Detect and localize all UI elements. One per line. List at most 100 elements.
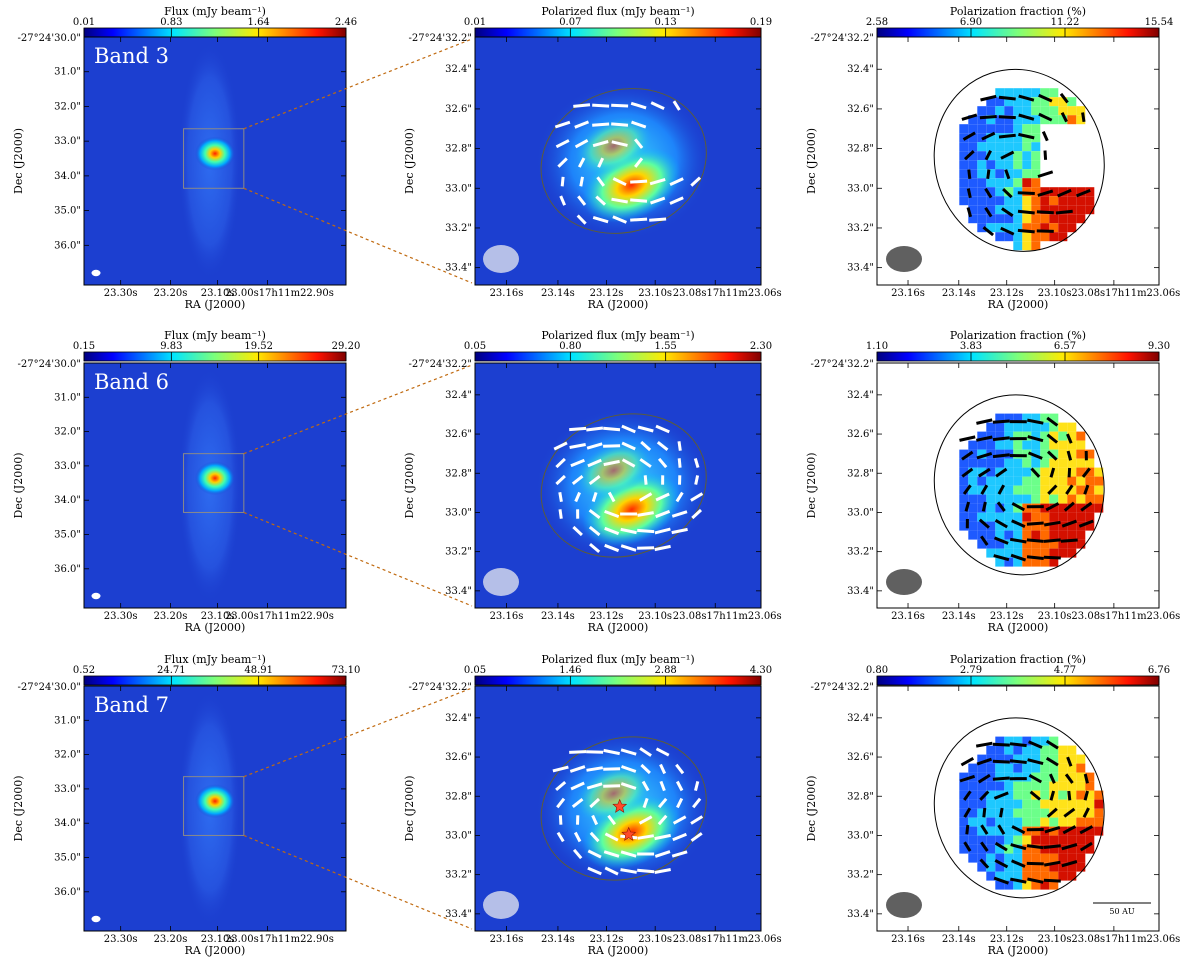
fraction-pixel <box>1040 844 1050 854</box>
polarization-vector <box>592 122 610 127</box>
polarization-vector <box>637 511 654 517</box>
fraction-pixel <box>1013 880 1023 890</box>
polarization-vector <box>579 176 584 187</box>
fraction-pixel <box>1067 754 1077 764</box>
polarization-vector <box>603 850 620 858</box>
fraction-pixel <box>1076 440 1086 450</box>
polarization-vector <box>1043 150 1048 160</box>
fraction-pixel <box>968 124 978 134</box>
fraction-pixel <box>977 205 987 215</box>
fraction-pixel <box>1076 187 1086 197</box>
polarization-vector <box>963 150 975 161</box>
fraction-pixel <box>1031 512 1041 522</box>
y-tick-label: 33.0" <box>847 507 874 518</box>
fraction-pixel <box>1067 431 1077 441</box>
polarization-vector <box>571 798 584 808</box>
polarization-vector <box>1064 773 1074 784</box>
fraction-pixel <box>1031 97 1041 107</box>
polarization-vector <box>1057 188 1072 198</box>
x-tick-label: 23.08s17h11m23.06s <box>1071 288 1180 299</box>
fraction-pixel <box>1022 178 1032 188</box>
fraction-pixel <box>1058 871 1068 881</box>
fraction-pixel <box>1013 422 1023 432</box>
fraction-pixel <box>1094 494 1104 504</box>
polarization-vector <box>978 518 990 529</box>
fraction-pixel <box>1094 790 1104 800</box>
polarization-vector <box>1028 740 1043 749</box>
polarization-vector <box>676 797 684 809</box>
polarization-vector <box>1083 484 1090 495</box>
polarization-vector <box>1075 189 1091 198</box>
fraction-pixel <box>1013 413 1023 423</box>
polarization-vector <box>669 177 684 186</box>
fraction-pixel <box>1031 205 1041 215</box>
fraction-pixel <box>1004 431 1014 441</box>
polarization-vector <box>574 120 590 129</box>
fraction-pixel <box>1049 494 1059 504</box>
fraction-pixel <box>1067 844 1077 854</box>
polarization-vector <box>640 763 651 775</box>
fraction-pixel <box>1013 142 1023 152</box>
fraction-pixel <box>995 871 1005 881</box>
polarization-vector <box>587 849 602 859</box>
polarization-vector <box>588 509 601 519</box>
fraction-pixel <box>977 539 987 549</box>
colorbar-tick-label: 1.10 <box>866 341 888 352</box>
fraction-pixel <box>1067 835 1077 845</box>
y-tick-label: 33.2" <box>445 870 472 881</box>
colorbar-title: Polarization fraction (%) <box>950 329 1086 342</box>
polarization-vector <box>961 113 978 121</box>
y-tick-label: 32.6" <box>445 752 472 763</box>
polarization-vector <box>976 757 992 766</box>
polarization-vector <box>675 491 684 503</box>
polarization-vector <box>1061 519 1078 528</box>
y-tick-label: 33.4" <box>445 909 472 920</box>
fraction-pixel <box>968 494 978 504</box>
beam-ellipse <box>483 245 519 273</box>
fraction-pixel <box>1067 485 1077 495</box>
fraction-pixel <box>1058 431 1068 441</box>
panel-fraction-band3 <box>876 27 1160 286</box>
fraction-pixel <box>959 187 969 197</box>
polarization-vector <box>980 94 997 102</box>
fraction-pixel <box>1058 458 1068 468</box>
polarization-vector <box>1011 825 1026 835</box>
axes-frame <box>474 36 762 286</box>
colorbar-tick-label: 4.77 <box>1054 665 1076 676</box>
polarization-vector <box>650 196 666 205</box>
colorbar-title: Flux (mJy beam⁻¹) <box>164 5 266 18</box>
polarization-vector <box>1055 209 1073 215</box>
x-tick-label: 23.14s <box>541 934 575 945</box>
fraction-pixel <box>1022 772 1032 782</box>
beam-ellipse <box>483 568 519 596</box>
fraction-pixel <box>1085 476 1095 486</box>
zoom-connector <box>243 364 473 455</box>
x-tick-label: 23.16s <box>891 288 925 299</box>
fraction-pixel <box>968 169 978 179</box>
fraction-pixel <box>977 142 987 152</box>
fraction-pixel <box>1076 106 1086 116</box>
x-tick-label: 23.10s <box>201 611 235 622</box>
polarization-vector <box>558 509 563 519</box>
fraction-pixel <box>1031 772 1041 782</box>
fraction-pixel <box>995 106 1005 116</box>
fraction-pixel <box>1013 223 1023 233</box>
fraction-pixel <box>1049 772 1059 782</box>
fraction-pixel <box>986 835 996 845</box>
fraction-pixel <box>1076 530 1086 540</box>
fraction-pixel <box>959 169 969 179</box>
colorbar-tick-label: 15.54 <box>1145 17 1174 28</box>
panel-zoom-band7 <box>243 675 762 932</box>
polarization-vector <box>634 138 644 149</box>
fraction-pixel <box>1076 835 1086 845</box>
fraction-pixel <box>986 142 996 152</box>
colorbar-title: Polarization fraction (%) <box>950 653 1086 666</box>
fraction-pixel <box>1058 530 1068 540</box>
fraction-pixel <box>1085 790 1095 800</box>
fraction-pixel <box>1013 440 1023 450</box>
fraction-pixel <box>977 458 987 468</box>
fraction-pixel <box>1040 485 1050 495</box>
x-tick-label: 23.10s <box>1038 934 1072 945</box>
fraction-pixel <box>995 88 1005 98</box>
polarization-vector <box>587 458 602 468</box>
